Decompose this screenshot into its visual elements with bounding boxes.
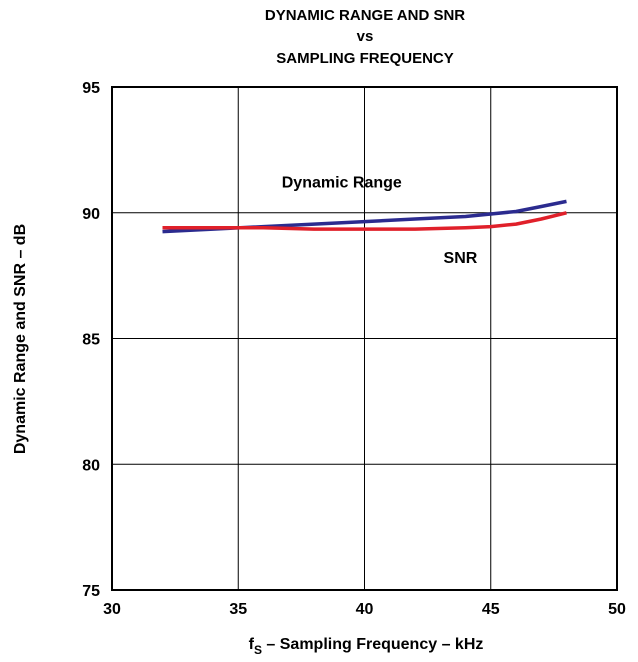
x-tick-label: 40 xyxy=(356,601,374,618)
x-tick-label: 45 xyxy=(482,601,500,618)
y-tick-labels: 75 80 85 90 95 xyxy=(82,80,100,600)
x-tick-label: 35 xyxy=(229,601,247,618)
series-lines xyxy=(162,199,567,234)
y-tick-label: 95 xyxy=(82,80,100,97)
plot-frame xyxy=(111,86,618,591)
y-tick-label: 75 xyxy=(82,583,100,600)
y-tick-label: 80 xyxy=(82,457,100,474)
x-tick-labels: 30 35 40 45 50 xyxy=(103,601,626,618)
x-axis-label: fS – Sampling Frequency – kHz xyxy=(249,636,484,657)
annotation-dynamic-range: Dynamic Range xyxy=(282,175,402,192)
y-axis-label: Dynamic Range and SNR – dB xyxy=(12,224,29,454)
chart-title-line-2: vs xyxy=(357,28,374,45)
x-tick-label: 50 xyxy=(608,601,626,618)
x-tick-label: 30 xyxy=(103,601,121,618)
chart-title-line-1: DYNAMIC RANGE AND SNR xyxy=(265,7,465,24)
y-tick-label: 85 xyxy=(82,332,100,349)
y-tick-label: 90 xyxy=(82,206,100,223)
chart-title-line-3: SAMPLING FREQUENCY xyxy=(276,50,454,67)
series-line-snr xyxy=(162,211,567,231)
gridlines xyxy=(112,87,617,590)
annotation-snr: SNR xyxy=(444,250,478,267)
series-annotations: Dynamic Range SNR xyxy=(282,175,478,267)
